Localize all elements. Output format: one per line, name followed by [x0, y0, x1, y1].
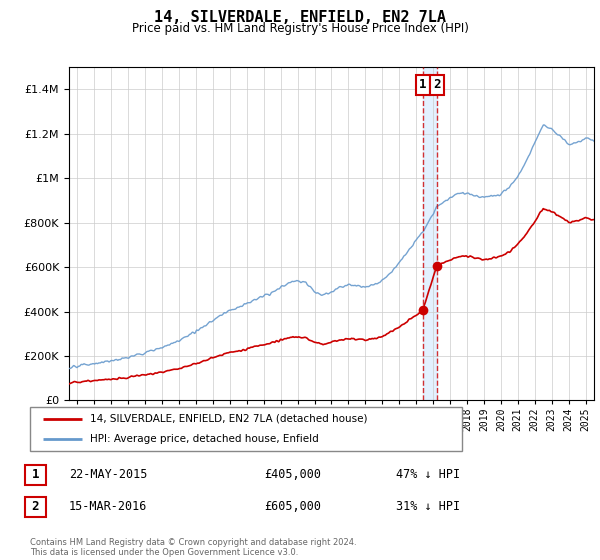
Text: £605,000: £605,000	[264, 500, 321, 514]
Text: 14, SILVERDALE, ENFIELD, EN2 7LA: 14, SILVERDALE, ENFIELD, EN2 7LA	[154, 10, 446, 25]
Text: £405,000: £405,000	[264, 468, 321, 482]
FancyBboxPatch shape	[30, 407, 462, 451]
Text: Price paid vs. HM Land Registry's House Price Index (HPI): Price paid vs. HM Land Registry's House …	[131, 22, 469, 35]
Text: Contains HM Land Registry data © Crown copyright and database right 2024.
This d: Contains HM Land Registry data © Crown c…	[30, 538, 356, 557]
Bar	[423, 67, 437, 400]
Text: 2: 2	[433, 78, 440, 91]
FancyBboxPatch shape	[25, 497, 46, 517]
Text: 1: 1	[419, 78, 427, 91]
Text: 22-MAY-2015: 22-MAY-2015	[69, 468, 148, 482]
Text: HPI: Average price, detached house, Enfield: HPI: Average price, detached house, Enfi…	[91, 434, 319, 444]
FancyBboxPatch shape	[25, 465, 46, 485]
Text: 47% ↓ HPI: 47% ↓ HPI	[396, 468, 460, 482]
Text: 1: 1	[32, 468, 39, 482]
Text: 31% ↓ HPI: 31% ↓ HPI	[396, 500, 460, 514]
Text: 2: 2	[32, 500, 39, 514]
Text: 15-MAR-2016: 15-MAR-2016	[69, 500, 148, 514]
Text: 14, SILVERDALE, ENFIELD, EN2 7LA (detached house): 14, SILVERDALE, ENFIELD, EN2 7LA (detach…	[91, 414, 368, 424]
